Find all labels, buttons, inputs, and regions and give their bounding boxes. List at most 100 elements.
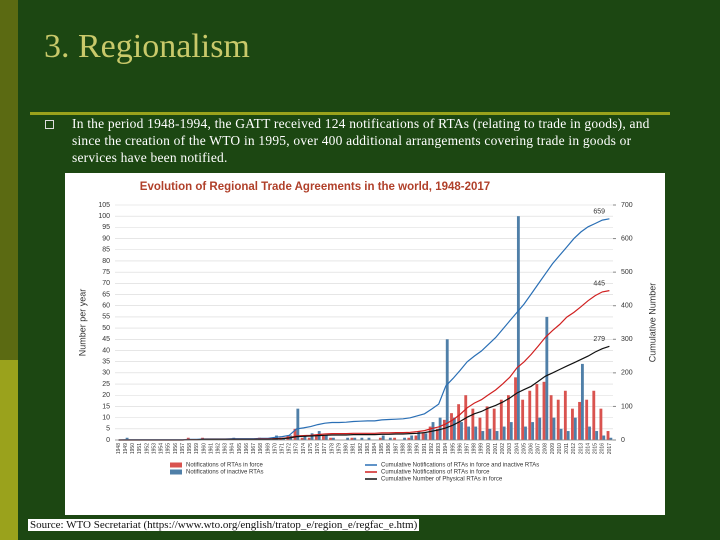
x-tick-label: 1980	[344, 443, 350, 454]
bar	[592, 390, 596, 440]
bar	[549, 395, 553, 440]
bar	[521, 399, 525, 440]
source-note: Source: WTO Secretariat (https://www.wto…	[28, 519, 420, 531]
x-tick-label: 2002	[500, 443, 506, 454]
chart-background	[65, 173, 665, 515]
bar	[606, 431, 610, 440]
bar	[360, 437, 364, 440]
y2-tick-label: 600	[621, 235, 633, 242]
bar	[421, 433, 425, 440]
bar	[310, 433, 314, 440]
y-tick-label: 5	[106, 426, 110, 433]
x-tick-label: 1986	[386, 443, 392, 454]
y-tick-label: 45	[102, 336, 110, 343]
y-tick-label: 40	[102, 347, 110, 354]
bar	[495, 431, 499, 440]
x-tick-label: 2009	[550, 443, 556, 454]
y2-tick-label: 300	[621, 336, 633, 343]
x-tick-label: 1961	[208, 443, 214, 454]
bar	[502, 426, 506, 440]
x-tick-label: 1977	[322, 443, 328, 454]
bar	[445, 339, 449, 440]
bar	[471, 408, 475, 440]
y-tick-label: 75	[102, 269, 110, 276]
line	[118, 345, 610, 441]
y-tick-label: 50	[102, 325, 110, 332]
x-tick-label: 1969	[265, 443, 271, 454]
x-tick-label: 1965	[237, 443, 243, 454]
bar	[414, 435, 418, 440]
bar	[381, 435, 385, 440]
bar	[322, 435, 325, 440]
legend-label: Cumulative Notifications of RTAs in forc…	[381, 463, 539, 469]
x-tick-label: 1948	[116, 443, 122, 454]
x-tick-label: 1958	[187, 443, 193, 454]
bar	[314, 435, 318, 440]
y-tick-label: 100	[98, 213, 110, 220]
legend-label: Cumulative Notifications of RTAs in forc…	[381, 470, 490, 476]
y-tick-label: 25	[102, 381, 110, 388]
y2-tick-label: 500	[621, 269, 633, 276]
bar	[125, 437, 129, 440]
x-tick-label: 1991	[422, 443, 428, 454]
bar	[552, 417, 556, 440]
y-tick-label: 35	[102, 359, 110, 366]
bar	[571, 408, 574, 440]
x-tick-label: 2017	[607, 443, 613, 454]
x-tick-label: 1953	[151, 443, 157, 454]
x-tick-label: 2011	[564, 443, 570, 454]
bar	[528, 390, 532, 440]
bar	[602, 435, 606, 440]
x-tick-label: 2004	[514, 443, 520, 454]
x-tick-label: 2008	[543, 443, 549, 454]
y2-tick-label: 0	[621, 437, 625, 444]
y-tick-label: 65	[102, 291, 110, 298]
x-tick-label: 2012	[571, 443, 577, 454]
x-tick-label: 2003	[507, 443, 513, 454]
end-label: 445	[593, 280, 605, 287]
bar	[538, 417, 542, 440]
x-tick-label: 1974	[301, 443, 307, 454]
y-tick-label: 10	[102, 414, 110, 421]
bar	[492, 408, 496, 440]
y-tick-label: 95	[102, 224, 110, 231]
title-rule	[30, 112, 670, 115]
x-tick-label: 1989	[408, 443, 414, 454]
x-tick-label: 1968	[258, 443, 264, 454]
legend-label: Cumulative Number of Physical RTAs in fo…	[381, 477, 503, 483]
bar	[478, 417, 482, 440]
bar	[417, 431, 421, 440]
bar	[353, 437, 357, 440]
x-tick-label: 1951	[137, 443, 143, 454]
bar	[307, 437, 311, 440]
bar	[378, 437, 382, 440]
bar	[346, 437, 350, 440]
y-tick-label: 55	[102, 314, 110, 321]
x-tick-label: 1952	[144, 443, 150, 454]
bar	[531, 422, 535, 440]
bar	[556, 399, 560, 440]
bar	[585, 399, 589, 440]
x-tick-label: 1970	[272, 443, 278, 454]
x-tick-label: 1984	[372, 443, 378, 454]
bar	[535, 384, 539, 440]
bar	[424, 433, 428, 440]
y-axis-label: Number per year	[77, 289, 87, 357]
bar	[595, 431, 599, 440]
chart-title: Evolution of Regional Trade Agreements i…	[140, 181, 490, 193]
x-tick-label: 1971	[280, 443, 286, 454]
x-tick-label: 1993	[436, 443, 442, 454]
bar	[545, 316, 549, 440]
bar	[563, 390, 567, 440]
bar	[407, 437, 411, 440]
y-tick-label: 105	[98, 202, 110, 209]
x-tick-label: 2010	[557, 443, 563, 454]
stripe	[0, 0, 18, 360]
bar	[609, 437, 613, 440]
bar	[542, 381, 546, 440]
bar	[388, 437, 392, 440]
bar	[393, 437, 397, 440]
x-tick-label: 1956	[173, 443, 179, 454]
bar	[485, 406, 489, 440]
